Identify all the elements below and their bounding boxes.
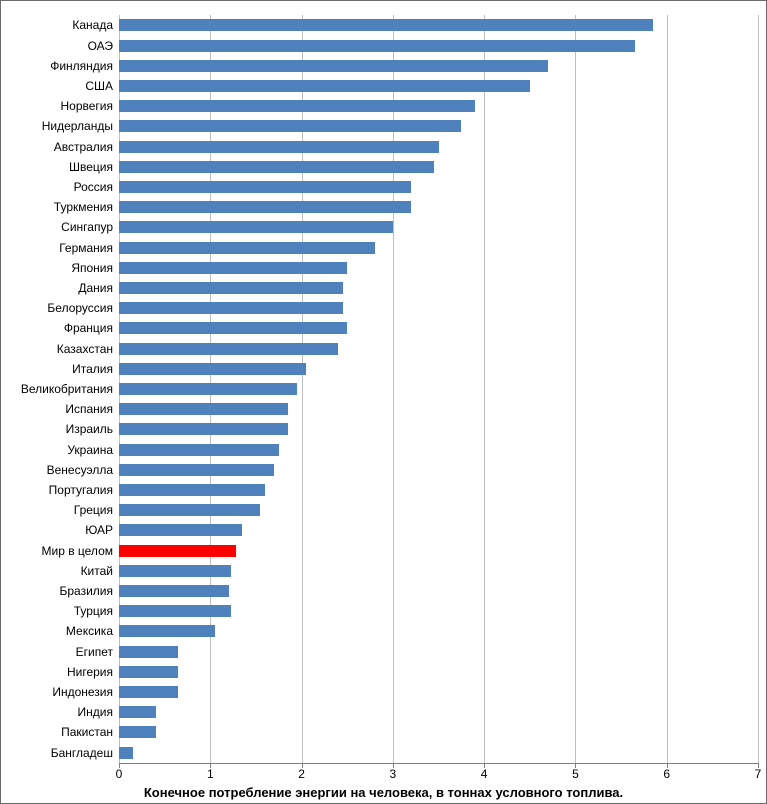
bar (119, 464, 274, 476)
chart-container: 0 1 2 3 4 5 6 7 Канада ОАЭ Финляндия США Норвегия Нид… (0, 0, 767, 804)
category-label: Австралия (54, 140, 113, 154)
bar (119, 524, 242, 536)
bar (119, 181, 411, 193)
bar (119, 120, 461, 132)
bar (119, 423, 288, 435)
bar (119, 646, 178, 658)
category-label: Мексика (66, 624, 113, 638)
category-label: Швеция (69, 160, 113, 174)
category-label: Италия (72, 362, 113, 376)
x-tick-label: 5 (572, 767, 579, 781)
bar (119, 100, 475, 112)
bar (119, 666, 178, 678)
bar (119, 242, 375, 254)
category-label: Бразилия (60, 584, 114, 598)
x-tick-label: 4 (481, 767, 488, 781)
gridline (758, 15, 759, 763)
category-label: Дания (78, 281, 113, 295)
bar (119, 302, 343, 314)
gridline (484, 15, 485, 763)
x-tick-label: 7 (755, 767, 762, 781)
gridline (667, 15, 668, 763)
category-label: Бангладеш (51, 746, 113, 760)
category-label: Пакистан (61, 725, 113, 739)
bar (119, 363, 306, 375)
category-label: Индия (78, 705, 113, 719)
bar (119, 80, 530, 92)
bar (119, 19, 653, 31)
category-label: Казахстан (57, 342, 113, 356)
category-label: Нигерия (67, 665, 113, 679)
bar (119, 686, 178, 698)
bar (119, 282, 343, 294)
bar (119, 343, 338, 355)
x-axis-line (119, 763, 758, 764)
gridline (575, 15, 576, 763)
bar (119, 545, 236, 557)
bar (119, 504, 260, 516)
bar (119, 706, 156, 718)
category-label: Финляндия (50, 59, 113, 73)
category-label: Россия (74, 180, 113, 194)
category-label: Япония (71, 261, 113, 275)
category-label: Греция (74, 503, 113, 517)
category-label: Венесуэлла (47, 463, 113, 477)
bar (119, 322, 347, 334)
category-label: Сингапур (61, 220, 113, 234)
category-label: Индонезия (52, 685, 113, 699)
bar (119, 383, 297, 395)
bar (119, 262, 347, 274)
bar (119, 161, 434, 173)
category-label: Франция (64, 321, 113, 335)
bar (119, 60, 548, 72)
category-label: Германия (59, 241, 113, 255)
category-label: Великобритания (21, 382, 113, 396)
bar (119, 403, 288, 415)
category-label: Китай (81, 564, 113, 578)
category-label: Испания (65, 402, 113, 416)
bar (119, 484, 265, 496)
bar (119, 585, 229, 597)
x-axis-title: Конечное потребление энергии на человека… (1, 785, 766, 800)
bar (119, 201, 411, 213)
category-label: Украина (67, 443, 113, 457)
category-label: США (85, 79, 113, 93)
x-tick-label: 3 (390, 767, 397, 781)
plot-area: 01234567КанадаОАЭФинляндияСШАНорвегияНид… (119, 15, 758, 763)
category-label: Нидерланды (42, 119, 113, 133)
bar (119, 565, 231, 577)
bar (119, 605, 231, 617)
category-label: Мир в целом (42, 544, 114, 558)
category-label: Египет (76, 645, 113, 659)
bar (119, 141, 439, 153)
x-tick-label: 2 (298, 767, 305, 781)
category-label: Португалия (49, 483, 113, 497)
x-tick-label: 6 (663, 767, 670, 781)
category-label: Израиль (66, 422, 113, 436)
x-tick-label: 1 (207, 767, 214, 781)
bar (119, 444, 279, 456)
bar (119, 625, 215, 637)
bar (119, 221, 393, 233)
category-label: Турция (74, 604, 113, 618)
category-label: Канада (72, 18, 113, 32)
bar (119, 747, 133, 759)
category-label: ЮАР (85, 523, 113, 537)
category-label: ОАЭ (88, 39, 113, 53)
category-label: Туркмения (54, 200, 113, 214)
x-tick-label: 0 (116, 767, 123, 781)
category-label: Белоруссия (47, 301, 113, 315)
category-label: Норвегия (60, 99, 113, 113)
bar (119, 40, 635, 52)
bar (119, 726, 156, 738)
